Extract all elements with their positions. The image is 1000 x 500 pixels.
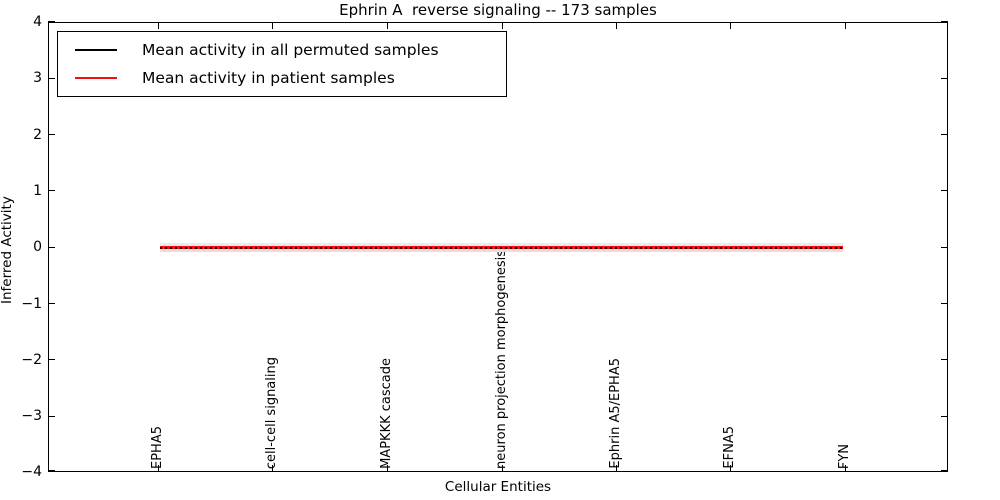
ytick-label: −3 [21, 408, 42, 424]
ytick-label: −2 [21, 352, 42, 368]
y-tick-mark [48, 470, 55, 472]
ytick-label: 4 [33, 14, 42, 30]
x-tick-mark [616, 22, 618, 29]
y-tick-mark [941, 78, 948, 80]
x-tick-mark [845, 465, 847, 472]
y-tick-mark [48, 359, 55, 361]
x-tick-mark [730, 22, 732, 29]
legend-item-permuted: Mean activity in all permuted samples [58, 37, 506, 63]
x-tick-mark [158, 465, 160, 472]
ytick-label: −4 [21, 464, 42, 480]
y-tick-mark [48, 303, 55, 305]
black-line-swatch [75, 49, 117, 51]
xtick-label: Ephrin A5/EPHA5 [608, 358, 623, 469]
x-tick-mark [845, 22, 847, 29]
y-tick-mark [48, 247, 55, 249]
xtick-label: MAPKKK cascade [379, 358, 394, 469]
xtick-label: FYN [837, 443, 852, 469]
legend-box: Mean activity in all permuted samples Me… [57, 31, 507, 97]
legend-label: Mean activity in all permuted samples [142, 41, 439, 59]
legend-item-patient: Mean activity in patient samples [58, 65, 506, 91]
y-axis-title: Inferred Activity [0, 196, 15, 304]
y-tick-mark [941, 416, 948, 418]
xtick-label: EFNA5 [722, 426, 737, 469]
legend-label: Mean activity in patient samples [142, 69, 395, 87]
x-tick-mark [272, 465, 274, 472]
chart-title: Ephrin A reverse signaling -- 173 sample… [339, 1, 657, 19]
y-tick-mark [941, 190, 948, 192]
y-tick-mark [941, 134, 948, 136]
x-tick-mark [730, 465, 732, 472]
xtick-label: neuron projection morphogenesis [494, 250, 509, 469]
x-tick-mark [616, 465, 618, 472]
permuted-mean-line [160, 246, 843, 249]
y-tick-mark [48, 78, 55, 80]
x-tick-mark [502, 465, 504, 472]
red-line-swatch [75, 77, 117, 79]
y-tick-mark [48, 190, 55, 192]
xtick-label: cell-cell signaling [264, 356, 279, 469]
y-tick-mark [48, 134, 55, 136]
y-tick-mark [48, 21, 55, 23]
ytick-label: 1 [33, 183, 42, 199]
ytick-label: −1 [21, 296, 42, 312]
y-tick-mark [941, 359, 948, 361]
y-tick-mark [941, 247, 948, 249]
ytick-label: 0 [33, 239, 42, 255]
y-tick-mark [941, 470, 948, 472]
x-tick-mark [502, 22, 504, 29]
x-axis-title: Cellular Entities [444, 479, 552, 495]
y-tick-mark [941, 21, 948, 23]
xtick-label: EPHA5 [150, 426, 165, 469]
ytick-label: 2 [33, 127, 42, 143]
x-tick-mark [158, 22, 160, 29]
x-tick-mark [272, 22, 274, 29]
y-tick-mark [941, 303, 948, 305]
ytick-label: 3 [33, 70, 42, 86]
x-tick-mark [387, 465, 389, 472]
y-tick-mark [48, 416, 55, 418]
x-tick-mark [387, 22, 389, 29]
